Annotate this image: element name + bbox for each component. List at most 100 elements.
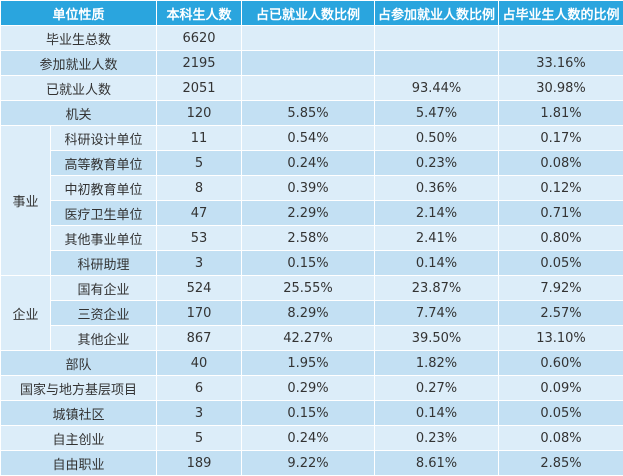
row-pct-participating: 5.47% (375, 101, 499, 126)
row-label: 已就业人数 (1, 76, 157, 101)
table-row: 企业 国有企业 524 25.55% 23.87% 7.92% (1, 276, 623, 301)
row-label: 机关 (1, 101, 157, 126)
header-pct-graduates: 占毕业生人数的比例 (499, 1, 623, 26)
row-label: 其他企业 (51, 326, 157, 351)
table-row: 高等教育单位 5 0.24% 0.23% 0.08% (1, 151, 623, 176)
row-label: 科研助理 (51, 251, 157, 276)
row-pct-graduates: 0.17% (499, 126, 623, 151)
row-label: 三资企业 (51, 301, 157, 326)
row-pct-employed: 25.55% (242, 276, 375, 301)
row-pct-participating: 1.82% (375, 351, 499, 376)
row-pct-participating: 2.41% (375, 226, 499, 251)
row-label: 国有企业 (51, 276, 157, 301)
row-label: 科研设计单位 (51, 126, 157, 151)
table-row: 部队 40 1.95% 1.82% 0.60% (1, 351, 623, 376)
row-pct-graduates: 1.81% (499, 101, 623, 126)
row-label: 毕业生总数 (1, 26, 157, 51)
table-row: 毕业生总数 6620 (1, 26, 623, 51)
row-pct-employed: 2.58% (242, 226, 375, 251)
row-pct-graduates: 0.08% (499, 151, 623, 176)
row-pct-participating: 39.50% (375, 326, 499, 351)
row-pct-graduates: 0.80% (499, 226, 623, 251)
row-count: 5 (157, 151, 242, 176)
row-label: 城镇社区 (1, 401, 157, 426)
row-pct-participating: 93.44% (375, 76, 499, 101)
row-pct-participating: 0.23% (375, 151, 499, 176)
header-undergrad-count: 本科生人数 (157, 1, 242, 26)
row-pct-employed: 0.15% (242, 251, 375, 276)
row-count: 524 (157, 276, 242, 301)
row-pct-employed: 1.95% (242, 351, 375, 376)
row-count: 6 (157, 376, 242, 401)
row-pct-graduates: 30.98% (499, 76, 623, 101)
row-pct-participating: 0.27% (375, 376, 499, 401)
table-row: 其他企业 867 42.27% 39.50% 13.10% (1, 326, 623, 351)
row-pct-employed: 0.24% (242, 426, 375, 451)
row-pct-participating: 7.74% (375, 301, 499, 326)
table-row: 自主创业 5 0.24% 0.23% 0.08% (1, 426, 623, 451)
row-pct-participating: 0.14% (375, 251, 499, 276)
row-pct-graduates: 13.10% (499, 326, 623, 351)
table-row: 已就业人数 2051 93.44% 30.98% (1, 76, 623, 101)
row-count: 3 (157, 251, 242, 276)
row-pct-participating: 0.23% (375, 426, 499, 451)
row-pct-participating: 0.36% (375, 176, 499, 201)
row-label: 中初教育单位 (51, 176, 157, 201)
row-pct-employed: 0.24% (242, 151, 375, 176)
row-count: 2051 (157, 76, 242, 101)
table-row: 医疗卫生单位 47 2.29% 2.14% 0.71% (1, 201, 623, 226)
row-pct-graduates: 7.92% (499, 276, 623, 301)
row-label: 自主创业 (1, 426, 157, 451)
row-count: 3 (157, 401, 242, 426)
row-label: 其他事业单位 (51, 226, 157, 251)
table-row: 科研助理 3 0.15% 0.14% 0.05% (1, 251, 623, 276)
row-count: 53 (157, 226, 242, 251)
row-pct-participating: 0.50% (375, 126, 499, 151)
row-pct-graduates: 0.08% (499, 426, 623, 451)
row-count: 8 (157, 176, 242, 201)
row-label: 部队 (1, 351, 157, 376)
table-row: 事业 科研设计单位 11 0.54% 0.50% 0.17% (1, 126, 623, 151)
header-unit-type: 单位性质 (1, 1, 157, 26)
row-pct-employed: 0.39% (242, 176, 375, 201)
table-row: 机关 120 5.85% 5.47% 1.81% (1, 101, 623, 126)
row-pct-employed: 0.54% (242, 126, 375, 151)
row-pct-employed: 8.29% (242, 301, 375, 326)
row-pct-employed: 0.29% (242, 376, 375, 401)
table-row: 中初教育单位 8 0.39% 0.36% 0.12% (1, 176, 623, 201)
row-pct-graduates: 0.09% (499, 376, 623, 401)
row-label: 医疗卫生单位 (51, 201, 157, 226)
row-pct-employed: 5.85% (242, 101, 375, 126)
row-label: 参加就业人数 (1, 51, 157, 76)
row-label: 国家与地方基层项目 (1, 376, 157, 401)
table-row: 参加就业人数 2195 33.16% (1, 51, 623, 76)
row-count: 6620 (157, 26, 242, 51)
row-pct-graduates: 0.05% (499, 401, 623, 426)
row-pct-employed: 2.29% (242, 201, 375, 226)
row-pct-graduates: 0.60% (499, 351, 623, 376)
row-count: 120 (157, 101, 242, 126)
row-count: 5 (157, 426, 242, 451)
row-count: 40 (157, 351, 242, 376)
row-pct-participating: 0.14% (375, 401, 499, 426)
header-pct-participating: 占参加就业人数比例 (375, 1, 499, 26)
row-pct-employed (242, 51, 375, 76)
row-count: 867 (157, 326, 242, 351)
row-pct-graduates (499, 26, 623, 51)
row-count: 47 (157, 201, 242, 226)
row-pct-participating (375, 51, 499, 76)
row-pct-graduates: 0.71% (499, 201, 623, 226)
row-count: 170 (157, 301, 242, 326)
row-pct-graduates: 33.16% (499, 51, 623, 76)
group-label-enterprise: 企业 (1, 276, 51, 351)
row-pct-participating: 2.14% (375, 201, 499, 226)
row-pct-graduates: 0.05% (499, 251, 623, 276)
row-pct-participating (375, 26, 499, 51)
row-pct-employed (242, 76, 375, 101)
table-row: 城镇社区 3 0.15% 0.14% 0.05% (1, 401, 623, 426)
row-pct-participating: 23.87% (375, 276, 499, 301)
table-row: 其他事业单位 53 2.58% 2.41% 0.80% (1, 226, 623, 251)
table-row: 三资企业 170 8.29% 7.74% 2.57% (1, 301, 623, 326)
row-count: 2195 (157, 51, 242, 76)
